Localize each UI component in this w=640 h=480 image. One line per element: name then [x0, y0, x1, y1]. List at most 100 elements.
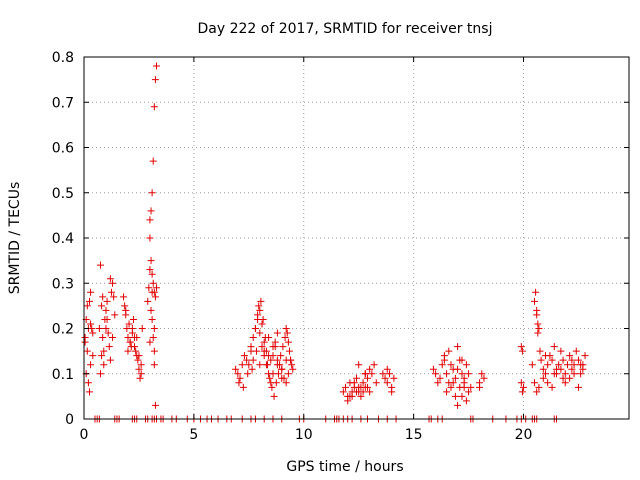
- data-point: [89, 329, 97, 337]
- data-point: [269, 343, 277, 351]
- data-point: [480, 374, 488, 382]
- data-point: [353, 388, 360, 396]
- data-point: [150, 103, 158, 111]
- data-point: [533, 388, 541, 396]
- data-point: [269, 352, 277, 360]
- data-point: [572, 347, 580, 355]
- data-point: [240, 352, 248, 360]
- data-point: [366, 365, 374, 373]
- data-point: [429, 365, 437, 373]
- data-point: [460, 383, 468, 391]
- data-point: [100, 347, 108, 355]
- data-point: [146, 216, 154, 224]
- x-tick-label: 0: [80, 427, 89, 443]
- data-point: [149, 334, 157, 342]
- data-point: [539, 374, 547, 382]
- data-point: [533, 311, 541, 319]
- y-tick-label: 0.8: [52, 50, 74, 66]
- data-point: [100, 361, 108, 369]
- data-point: [137, 361, 145, 369]
- data-point: [548, 356, 556, 364]
- data-point: [132, 347, 140, 355]
- data-point: [449, 379, 457, 387]
- data-point: [434, 379, 442, 387]
- data-point: [87, 361, 95, 369]
- axes: 0 5 10 15 20 0 0.1 0.2 0.3 0.4 0.5 0.6 0.7 0.8: [52, 50, 629, 443]
- data-point: [85, 388, 93, 396]
- data-point: [478, 370, 486, 378]
- data-point: [465, 388, 473, 396]
- data-point: [520, 383, 528, 391]
- data-point: [150, 347, 158, 355]
- data-point: [147, 306, 155, 314]
- data-point: [541, 352, 549, 360]
- data-point: [361, 370, 369, 378]
- data-point: [107, 288, 115, 296]
- data-point: [244, 370, 252, 378]
- data-point: [148, 288, 156, 296]
- data-point: [282, 379, 290, 387]
- data-point: [581, 352, 589, 360]
- data-point: [535, 383, 543, 391]
- data-point: [95, 325, 103, 332]
- data-point: [383, 379, 391, 387]
- data-point: [283, 329, 291, 337]
- data-point: [445, 347, 453, 355]
- data-point: [465, 370, 473, 378]
- data-point: [133, 334, 141, 342]
- data-point: [447, 383, 455, 391]
- data-point: [534, 329, 542, 337]
- data-point: [577, 370, 585, 378]
- data-point: [531, 297, 539, 305]
- data-point: [454, 401, 462, 409]
- data-point: [563, 361, 571, 369]
- data-point: [368, 370, 376, 378]
- data-point: [443, 388, 451, 396]
- data-point: [235, 379, 243, 387]
- data-point: [88, 325, 96, 332]
- data-point: [145, 284, 153, 292]
- y-tick-label: 0.1: [52, 367, 74, 383]
- data-point: [438, 361, 446, 369]
- data-point: [81, 338, 89, 346]
- data-point: [89, 352, 97, 360]
- data-point: [454, 365, 462, 373]
- data-point: [103, 297, 111, 305]
- data-point: [363, 383, 371, 391]
- data-point: [85, 297, 93, 305]
- data-point: [238, 361, 246, 369]
- data-point: [451, 374, 459, 382]
- data-point: [388, 388, 396, 396]
- data-point: [462, 397, 470, 405]
- data-point: [153, 62, 161, 70]
- data-point: [266, 374, 274, 382]
- y-tick-label: 0.4: [52, 231, 74, 247]
- data-point: [138, 325, 146, 332]
- data-point: [458, 356, 466, 364]
- y-tick-label: 0.6: [52, 141, 74, 157]
- data-point: [251, 325, 259, 332]
- data-point: [432, 370, 440, 378]
- data-point: [385, 370, 393, 378]
- x-axis-label: GPS time / hours: [286, 459, 403, 475]
- data-point: [284, 338, 292, 346]
- data-point: [249, 356, 257, 364]
- data-point: [557, 347, 565, 355]
- data-point: [278, 365, 286, 373]
- data-point: [574, 383, 582, 391]
- data-point: [531, 379, 539, 387]
- data-point: [278, 374, 286, 382]
- data-point: [262, 361, 270, 369]
- data-point: [460, 374, 468, 382]
- data-point: [344, 397, 352, 405]
- data-point: [555, 361, 563, 369]
- data-point: [372, 379, 380, 387]
- data-point: [273, 329, 281, 337]
- data-point: [146, 338, 154, 346]
- data-point: [245, 361, 253, 369]
- data-point: [363, 374, 371, 382]
- data-point: [544, 361, 552, 369]
- data-point: [559, 374, 567, 382]
- data-point: [537, 356, 545, 364]
